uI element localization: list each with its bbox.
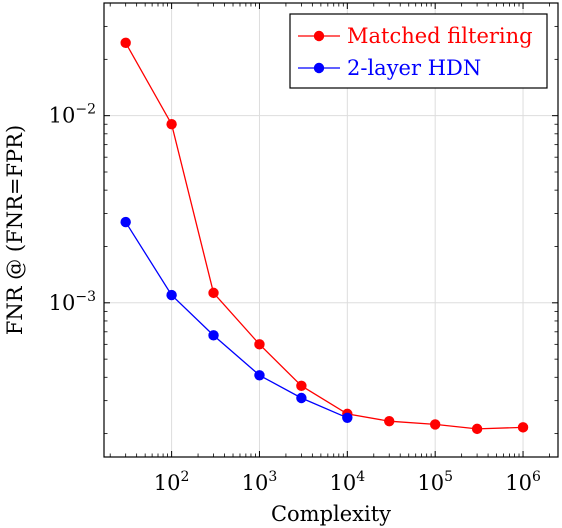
x-tick-label-base: 10 [505,471,532,495]
x-tick-label: 103 [242,469,278,495]
x-tick-label-base: 10 [242,471,269,495]
data-point-2-layer-hdn [208,330,219,341]
data-point-matched-filtering [517,422,529,433]
legend-marker-2-layer-hdn [313,62,325,74]
y-tick-label-exponent: −2 [75,102,96,118]
series-line-matched-filtering [125,42,524,430]
y-axis-label: FNR @ (FNR=FPR) [3,125,27,335]
x-tick-label-exponent: 2 [181,469,190,485]
x-tick-label: 104 [329,469,365,495]
y-tick-label: 10−3 [49,289,96,315]
data-point-matched-filtering [166,119,177,130]
x-tick-label-exponent: 5 [444,469,453,485]
legend-box [289,13,548,89]
data-point-2-layer-hdn [254,370,265,381]
data-point-matched-filtering [384,416,395,427]
legend-label-2-layer-hdn: 2-layer HDN [347,56,481,80]
y-tick-label: 10−2 [49,102,96,128]
x-tick-label-base: 10 [329,471,356,495]
x-tick-label-exponent: 4 [356,469,365,485]
data-point-2-layer-hdn [342,412,353,423]
x-axis-label: Complexity [271,502,391,526]
data-point-2-layer-hdn [296,392,307,404]
y-tick-label-base: 10 [49,291,76,315]
x-tick-label-base: 10 [154,471,181,495]
y-tick-label-base: 10 [49,104,76,128]
data-point-matched-filtering [254,339,265,350]
data-point-matched-filtering [471,423,483,435]
legend: Matched filtering 2-layer HDN [289,13,548,89]
data-point-matched-filtering [429,419,441,430]
x-tick-label-exponent: 3 [268,469,277,485]
data-point-matched-filtering [120,37,131,49]
series-line-2-layer-hdn [125,221,348,419]
legend-marker-matched-filtering [313,30,325,42]
series-layer [120,37,529,435]
plot-frame [103,2,559,458]
x-tick-label-base: 10 [417,471,444,495]
x-tick-label-exponent: 6 [532,469,541,485]
data-point-matched-filtering [296,380,307,392]
x-tick-label: 102 [154,469,190,495]
data-point-2-layer-hdn [120,216,131,228]
y-tick-label-exponent: −3 [75,289,96,305]
legend-label-matched-filtering: Matched filtering [347,24,533,48]
x-tick-label: 105 [417,469,453,495]
data-point-2-layer-hdn [166,289,177,301]
data-point-matched-filtering [208,287,219,299]
x-tick-label: 106 [505,469,541,495]
